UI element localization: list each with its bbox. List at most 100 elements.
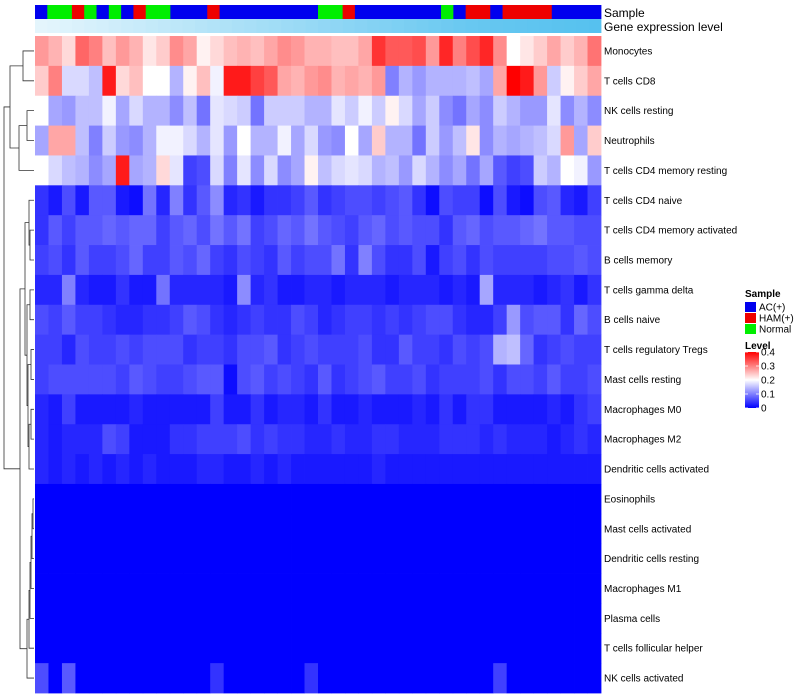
heatmap-cell [398, 483, 413, 515]
heatmap-cell [560, 155, 575, 186]
heatmap-cell [61, 185, 76, 216]
heatmap-cell [129, 603, 144, 634]
heatmap-cell [304, 185, 319, 216]
heatmap-cell [237, 185, 252, 216]
heatmap-cell [331, 454, 346, 485]
heatmap-cell [129, 215, 144, 246]
heatmap-cell [398, 155, 413, 186]
heatmap-cell [61, 36, 76, 67]
row-label: T cells CD4 memory activated [604, 226, 737, 237]
heatmap-cell [560, 215, 575, 246]
heatmap-cell [479, 95, 494, 126]
heatmap-cell [479, 155, 494, 186]
heatmap-cell [560, 185, 575, 216]
gene-annotation-cell [194, 19, 208, 33]
heatmap-cell [344, 65, 359, 97]
heatmap-cell [304, 36, 319, 67]
heatmap-cell [61, 274, 76, 306]
heatmap-cell [156, 245, 171, 276]
gene-annotation-cell [354, 19, 368, 33]
dendrogram-branch [26, 110, 34, 141]
heatmap-cell [371, 573, 386, 604]
heatmap-cell [142, 633, 157, 664]
heatmap-cell [88, 364, 103, 395]
sample-annotation-cell [84, 5, 97, 19]
heatmap-cell [466, 155, 481, 186]
row-label: T cells gamma delta [604, 285, 694, 296]
heatmap-cell [35, 125, 49, 156]
heatmap-cell [547, 215, 561, 246]
heatmap-cell [506, 364, 521, 395]
heatmap-cell [385, 155, 400, 186]
heatmap-cell [574, 454, 588, 485]
row-label: T cells CD4 memory resting [604, 166, 727, 177]
heatmap-cell [506, 394, 521, 425]
heatmap-cell [115, 95, 130, 126]
heatmap-cell [412, 483, 427, 515]
heatmap-cell [156, 543, 171, 574]
heatmap-cell [318, 543, 332, 574]
heatmap-cell [466, 454, 481, 485]
heatmap-cell [398, 573, 413, 604]
heatmap-cell [331, 304, 346, 336]
heatmap-cell [35, 633, 49, 664]
heatmap-cell [425, 454, 440, 485]
heatmap-cell [412, 65, 427, 97]
heatmap-cell [291, 633, 305, 664]
heatmap-cell [506, 185, 521, 216]
heatmap-cell [574, 304, 588, 336]
heatmap-cell [169, 394, 184, 425]
heatmap-cell [210, 364, 225, 395]
heatmap-cell [452, 185, 467, 216]
heatmap-cell [129, 513, 144, 545]
heatmap-cell [48, 543, 63, 574]
heatmap-cell [479, 334, 494, 365]
heatmap-cell [61, 125, 76, 156]
heatmap-cell [237, 245, 252, 276]
heatmap-cell [210, 334, 225, 365]
heatmap-cell [385, 513, 400, 545]
heatmap-cell [196, 543, 211, 574]
heatmap-cell [75, 663, 90, 694]
heatmap-cell [574, 334, 588, 365]
heatmap-cell [520, 125, 535, 156]
heatmap-cell [304, 274, 319, 306]
heatmap-cell [318, 215, 332, 246]
heatmap-cell [493, 394, 508, 425]
heatmap-cell [304, 513, 319, 545]
heatmap-cell [142, 95, 157, 126]
heatmap-cell [210, 573, 225, 604]
heatmap-cell [331, 125, 346, 156]
heatmap-cell [385, 454, 400, 485]
heatmap-cell [331, 334, 346, 365]
heatmap-cell [156, 65, 171, 97]
heatmap-cell [169, 155, 184, 186]
heatmap-cell [61, 304, 76, 336]
heatmap-cell [142, 603, 157, 634]
heatmap-cell [358, 125, 373, 156]
heatmap-cell [183, 125, 198, 156]
heatmap-cell [560, 334, 575, 365]
heatmap-cell [223, 573, 238, 604]
heatmap-cell [587, 304, 602, 336]
heatmap-cell [344, 573, 359, 604]
heatmap-cell [210, 155, 225, 186]
heatmap-cell [574, 573, 588, 604]
gene-annotation-cell [367, 19, 380, 33]
heatmap-cell [196, 334, 211, 365]
heatmap-cell [156, 274, 171, 306]
heatmap-cell [183, 215, 198, 246]
heatmap-cell [452, 394, 467, 425]
heatmap-cell [156, 125, 171, 156]
heatmap-cell [277, 394, 292, 425]
sample-annotation-cell [182, 5, 196, 19]
heatmap-cell [398, 424, 413, 455]
heatmap-cell [533, 364, 548, 395]
heatmap-cell [223, 364, 238, 395]
heatmap-cell [196, 483, 211, 515]
heatmap-cell [277, 663, 292, 694]
heatmap-cell [358, 36, 373, 67]
sample-annotation-cell [219, 5, 233, 19]
heatmap-cell [75, 215, 90, 246]
heatmap-cell [452, 454, 467, 485]
